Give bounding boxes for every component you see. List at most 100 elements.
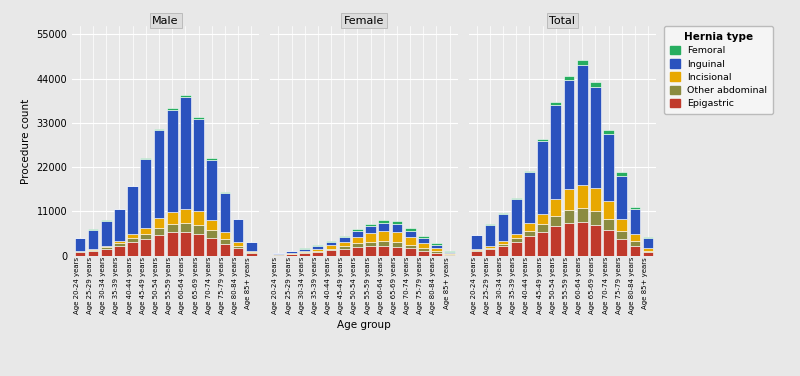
Bar: [352, 237, 363, 243]
Bar: [405, 227, 415, 230]
Bar: [352, 229, 363, 231]
Bar: [524, 171, 535, 172]
Bar: [166, 232, 178, 256]
Bar: [233, 242, 243, 246]
Bar: [603, 201, 614, 219]
Bar: [180, 223, 190, 232]
Bar: [630, 246, 640, 256]
Bar: [498, 246, 509, 256]
Bar: [498, 244, 509, 246]
Bar: [101, 246, 112, 247]
Bar: [485, 248, 495, 249]
Bar: [577, 65, 587, 185]
Bar: [233, 219, 243, 220]
Bar: [219, 244, 230, 256]
Bar: [352, 243, 363, 247]
Bar: [246, 242, 257, 251]
Bar: [114, 246, 125, 256]
Bar: [141, 227, 151, 234]
Bar: [101, 249, 112, 256]
Legend: Femoral, Inguinal, Incisional, Other abdominal, Epigastric: Femoral, Inguinal, Incisional, Other abd…: [665, 26, 773, 114]
Bar: [141, 234, 151, 239]
Bar: [114, 243, 125, 246]
Bar: [154, 228, 165, 235]
Bar: [444, 255, 455, 256]
Bar: [141, 158, 151, 159]
Bar: [616, 172, 627, 176]
Bar: [286, 254, 297, 256]
Bar: [603, 230, 614, 256]
Bar: [326, 246, 337, 249]
Bar: [563, 80, 574, 189]
Bar: [431, 248, 442, 251]
Bar: [127, 242, 138, 256]
Bar: [616, 231, 627, 239]
Bar: [127, 186, 138, 233]
Bar: [299, 249, 310, 252]
Bar: [180, 209, 190, 223]
Bar: [511, 242, 522, 256]
Bar: [577, 222, 587, 256]
Bar: [378, 231, 389, 241]
Bar: [616, 176, 627, 219]
Bar: [286, 251, 297, 253]
Bar: [511, 234, 522, 238]
Bar: [154, 218, 165, 228]
Bar: [485, 249, 495, 256]
Bar: [538, 139, 548, 141]
Bar: [365, 226, 376, 233]
Bar: [405, 245, 415, 249]
Bar: [299, 248, 310, 249]
Bar: [498, 241, 509, 244]
Bar: [391, 247, 402, 256]
Bar: [299, 253, 310, 256]
Bar: [378, 241, 389, 246]
Title: Female: Female: [344, 15, 384, 26]
Y-axis label: Procedure count: Procedure count: [21, 99, 30, 183]
Bar: [616, 239, 627, 256]
Bar: [577, 185, 587, 208]
Bar: [563, 223, 574, 256]
Bar: [550, 216, 562, 226]
Bar: [630, 207, 640, 209]
Bar: [444, 252, 455, 253]
Bar: [141, 239, 151, 256]
Bar: [365, 224, 376, 226]
Bar: [166, 110, 178, 212]
Bar: [524, 223, 535, 231]
Bar: [74, 251, 86, 252]
Bar: [141, 159, 151, 227]
Bar: [88, 249, 98, 250]
Bar: [154, 235, 165, 256]
Bar: [180, 232, 190, 256]
Bar: [326, 242, 337, 246]
Bar: [590, 88, 601, 188]
Bar: [127, 233, 138, 238]
Bar: [418, 235, 429, 238]
Bar: [590, 188, 601, 211]
Bar: [88, 251, 98, 256]
Bar: [444, 254, 455, 255]
Bar: [563, 189, 574, 210]
Bar: [378, 246, 389, 256]
Bar: [391, 242, 402, 247]
Bar: [642, 251, 654, 252]
Bar: [233, 249, 243, 256]
Bar: [471, 251, 482, 256]
Bar: [299, 252, 310, 253]
Bar: [193, 225, 204, 233]
Bar: [246, 253, 257, 256]
Bar: [538, 232, 548, 256]
Bar: [524, 231, 535, 237]
Bar: [642, 237, 654, 238]
Bar: [193, 233, 204, 256]
Bar: [550, 226, 562, 256]
Bar: [563, 210, 574, 223]
Bar: [339, 236, 350, 237]
Bar: [378, 220, 389, 223]
Bar: [154, 130, 165, 218]
Bar: [101, 221, 112, 246]
Bar: [550, 102, 562, 105]
Bar: [431, 244, 442, 245]
Bar: [219, 239, 230, 244]
